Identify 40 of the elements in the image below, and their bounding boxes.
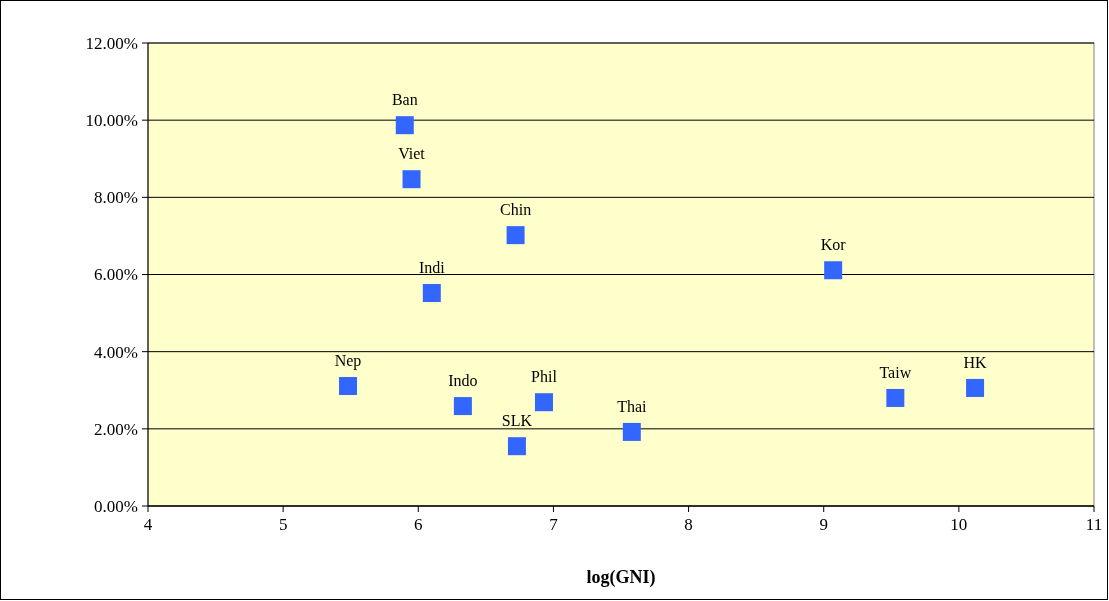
point bbox=[422, 284, 441, 303]
point bbox=[507, 437, 526, 456]
y-tick-label: 8.00% bbox=[94, 188, 138, 208]
annotation: Chin bbox=[500, 201, 532, 219]
y-tick-label: 6.00% bbox=[94, 265, 138, 285]
annotation: Ban bbox=[391, 91, 418, 109]
x-tick-label: 9 bbox=[819, 515, 828, 534]
x-tick-label: 6 bbox=[414, 515, 423, 534]
x-tick-label: 4 bbox=[143, 515, 153, 534]
point bbox=[402, 170, 421, 189]
annotation: Thai bbox=[617, 397, 648, 415]
annotation: Indo bbox=[448, 372, 478, 390]
point bbox=[966, 378, 985, 397]
annotation: Viet bbox=[398, 145, 426, 163]
point bbox=[453, 397, 472, 416]
annotation: SLK bbox=[501, 412, 533, 430]
y-tick-label: 2.00% bbox=[94, 419, 138, 439]
point bbox=[622, 422, 641, 441]
x-tick-label: 5 bbox=[278, 515, 288, 534]
annotation: Indi bbox=[418, 259, 446, 277]
point bbox=[886, 388, 905, 407]
x-tick-label: 8 bbox=[684, 515, 693, 534]
annotation: Phil bbox=[531, 368, 558, 386]
point bbox=[395, 116, 414, 135]
point bbox=[824, 261, 843, 280]
annotation: Kor bbox=[820, 236, 847, 254]
annotation: HK bbox=[963, 353, 988, 371]
y-tick-label: 4.00% bbox=[94, 342, 138, 362]
y-tick-label: 12.00% bbox=[85, 33, 138, 53]
x-axis-title: log(GNI) bbox=[586, 567, 656, 588]
x-tick-label: 10 bbox=[950, 515, 968, 534]
annotation: Nep bbox=[334, 352, 362, 371]
x-tick-label: 11 bbox=[1085, 515, 1103, 534]
point bbox=[534, 393, 553, 412]
y-tick-label: 10.00% bbox=[85, 111, 138, 131]
point bbox=[506, 226, 525, 245]
y-tick-label: 0.00% bbox=[94, 496, 138, 516]
x-tick-label: 7 bbox=[549, 515, 559, 534]
annotation: Taiw bbox=[879, 363, 912, 381]
point bbox=[339, 377, 358, 396]
